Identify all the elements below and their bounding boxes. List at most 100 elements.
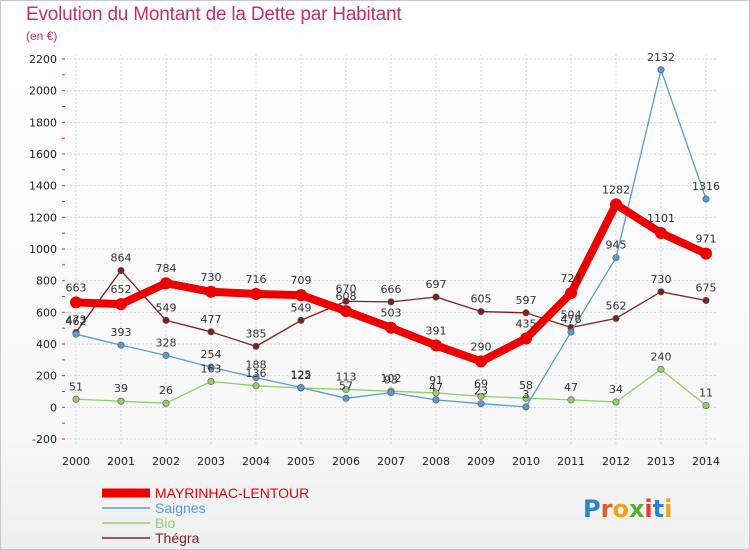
data-label: 290 bbox=[471, 340, 492, 353]
data-point bbox=[252, 374, 260, 382]
x-tick-label: 2009 bbox=[467, 455, 495, 468]
data-point bbox=[702, 402, 710, 410]
y-tick-label: 1600 bbox=[29, 148, 57, 161]
data-point bbox=[252, 342, 260, 350]
data-label: 58 bbox=[519, 379, 533, 392]
data-point bbox=[612, 314, 620, 322]
data-point bbox=[477, 400, 485, 408]
data-point bbox=[430, 339, 442, 352]
data-point bbox=[207, 363, 215, 371]
data-label: 549 bbox=[156, 301, 177, 314]
data-point bbox=[657, 288, 665, 296]
data-label: 945 bbox=[606, 239, 627, 252]
data-point bbox=[475, 355, 487, 368]
data-point bbox=[432, 293, 440, 301]
data-point bbox=[657, 66, 665, 74]
data-label: 113 bbox=[336, 370, 357, 383]
x-tick-label: 2002 bbox=[152, 455, 180, 468]
data-label: 163 bbox=[201, 363, 222, 376]
data-point bbox=[342, 385, 350, 393]
x-tick-label: 2012 bbox=[602, 455, 630, 468]
data-label: 709 bbox=[291, 274, 312, 287]
data-point bbox=[567, 396, 575, 404]
logo-letter: i bbox=[644, 495, 652, 523]
data-point bbox=[117, 397, 125, 405]
data-point bbox=[72, 395, 80, 403]
x-tick-label: 2008 bbox=[422, 455, 450, 468]
data-point bbox=[520, 332, 532, 345]
y-tick-label: 1400 bbox=[29, 180, 57, 193]
legend-label: Saignes bbox=[155, 500, 206, 516]
axes: -200 0 200 400 600 800 1000 1200 1400 1600 1800 200… bbox=[29, 53, 720, 468]
legend-label: Bio bbox=[155, 515, 175, 531]
data-point bbox=[655, 227, 667, 240]
y-tick-label: 200 bbox=[36, 370, 57, 383]
y-tick-label: 2200 bbox=[29, 53, 57, 66]
x-tick-label: 2004 bbox=[242, 455, 270, 468]
data-point bbox=[387, 389, 395, 397]
y-tick-label: 600 bbox=[36, 306, 57, 319]
x-tick-label: 2006 bbox=[332, 455, 360, 468]
grid bbox=[66, 54, 716, 445]
data-label: 254 bbox=[201, 348, 222, 361]
y-tick-label: 2000 bbox=[29, 85, 57, 98]
data-point bbox=[432, 389, 440, 397]
x-tick-label: 2003 bbox=[197, 455, 225, 468]
data-label: 477 bbox=[201, 313, 222, 326]
y-tick-label: 0 bbox=[50, 401, 57, 414]
logo-letter: P bbox=[583, 495, 601, 523]
data-label: 1101 bbox=[647, 212, 675, 225]
data-point bbox=[522, 394, 530, 402]
data-label: 51 bbox=[69, 380, 83, 393]
data-point bbox=[342, 297, 350, 305]
data-label: 697 bbox=[426, 278, 447, 291]
data-label: 328 bbox=[156, 336, 177, 349]
data-label: 462 bbox=[66, 315, 87, 328]
logo-letter: r bbox=[601, 495, 613, 523]
data-label: 122 bbox=[291, 369, 312, 382]
data-point bbox=[207, 328, 215, 336]
data-label: 57 bbox=[339, 379, 353, 392]
data-label: 435 bbox=[516, 317, 537, 330]
data-label: 476 bbox=[561, 313, 582, 326]
x-tick-label: 2005 bbox=[287, 455, 315, 468]
data-label: 652 bbox=[111, 283, 132, 296]
data-point bbox=[72, 330, 80, 338]
data-point bbox=[297, 316, 305, 324]
x-tick-label: 2013 bbox=[647, 455, 675, 468]
data-label: 716 bbox=[246, 273, 267, 286]
data-label: 391 bbox=[426, 324, 447, 337]
data-point bbox=[295, 289, 307, 302]
data-label: 663 bbox=[66, 281, 87, 294]
x-tick-label: 2014 bbox=[692, 455, 720, 468]
data-label: 605 bbox=[471, 293, 492, 306]
data-label: 136 bbox=[246, 367, 267, 380]
x-tick-label: 2001 bbox=[107, 455, 135, 468]
data-point bbox=[252, 382, 260, 390]
data-label: 562 bbox=[606, 299, 627, 312]
data-point bbox=[117, 341, 125, 349]
data-point bbox=[522, 309, 530, 317]
data-point bbox=[610, 198, 622, 211]
y-tick-label: -200 bbox=[32, 433, 57, 446]
data-point bbox=[115, 298, 127, 311]
data-point bbox=[250, 287, 262, 300]
data-label: 69 bbox=[474, 377, 488, 390]
data-point bbox=[567, 328, 575, 336]
chart-title: Evolution du Montant de la Dette par Hab… bbox=[26, 4, 402, 25]
data-label: 675 bbox=[696, 281, 717, 294]
data-label: 3 bbox=[523, 388, 530, 401]
data-point bbox=[162, 399, 170, 407]
logo-letter: x bbox=[629, 495, 645, 523]
data-label: 503 bbox=[381, 307, 402, 320]
data-label: 784 bbox=[156, 262, 177, 275]
data-point bbox=[387, 298, 395, 306]
data-label: 23 bbox=[474, 385, 488, 398]
data-label: 93 bbox=[384, 374, 398, 387]
data-label: 393 bbox=[111, 326, 132, 339]
y-tick-label: 400 bbox=[36, 338, 57, 351]
data-label: 670 bbox=[336, 282, 357, 295]
data-label: 1316 bbox=[692, 180, 720, 193]
data-label: 47 bbox=[429, 381, 443, 394]
